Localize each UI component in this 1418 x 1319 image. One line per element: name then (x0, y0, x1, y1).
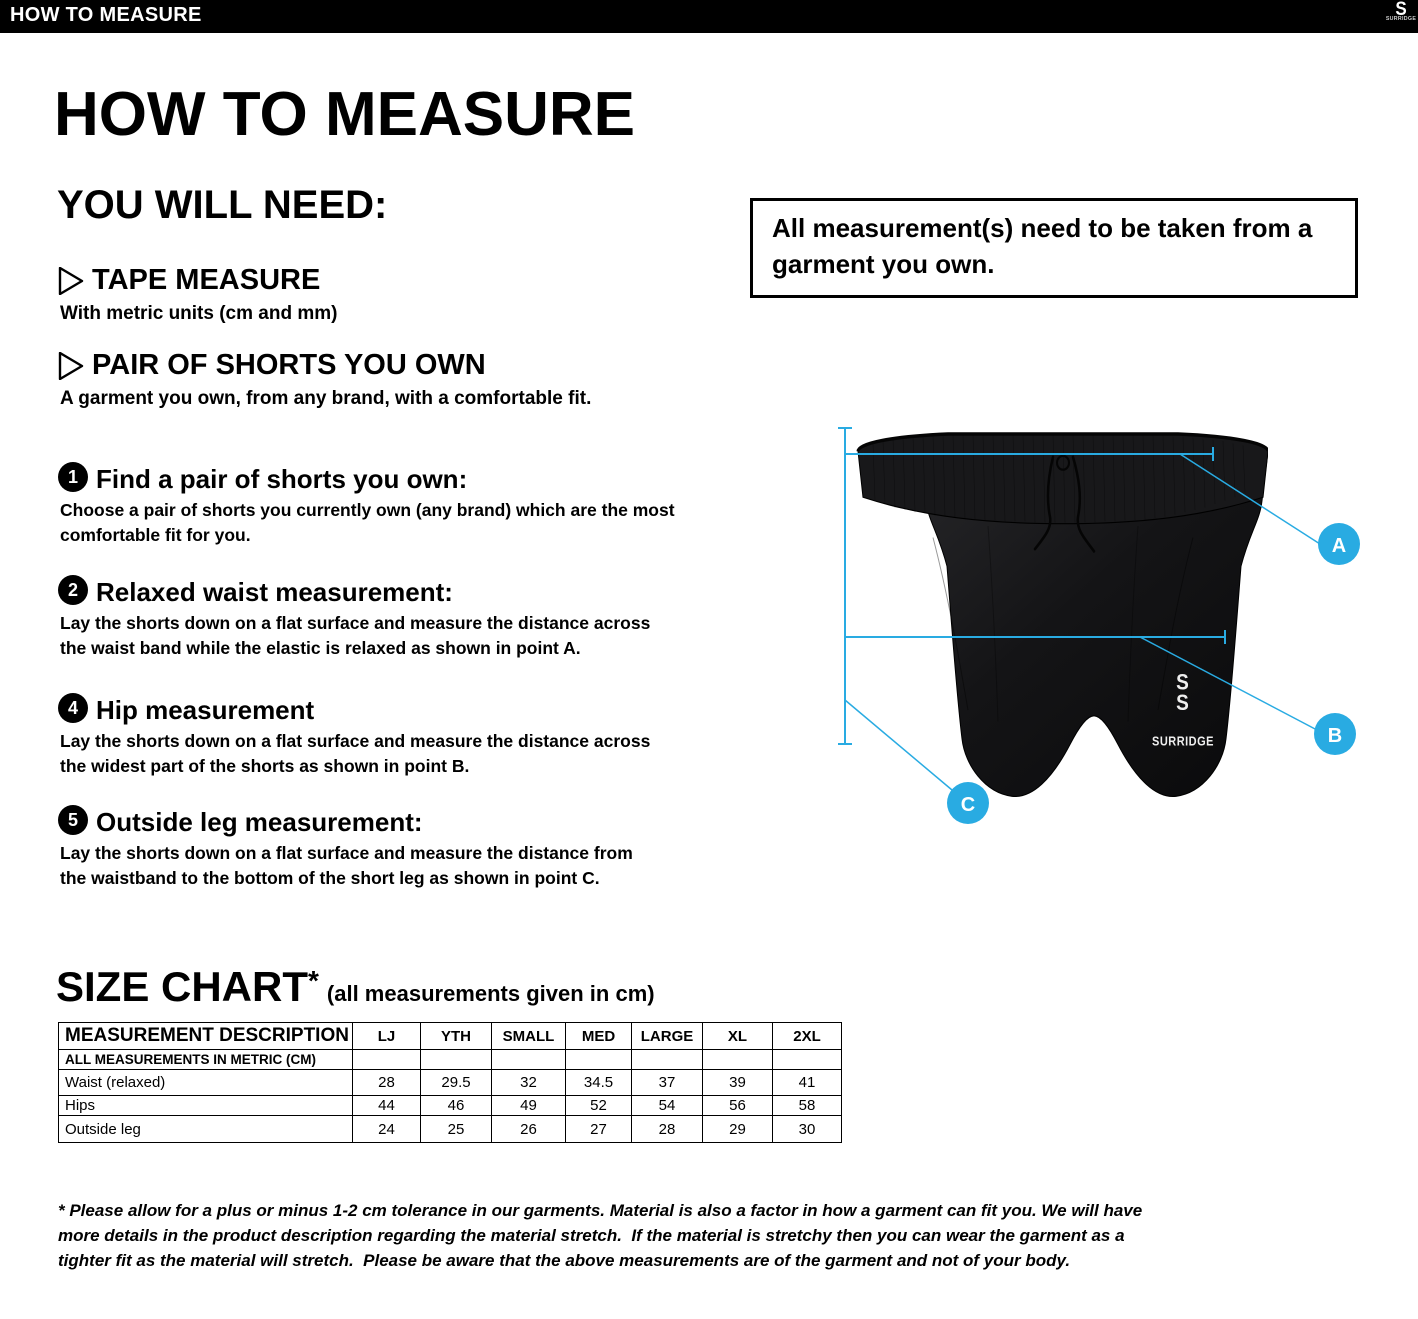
svg-text:A: A (1332, 535, 1346, 557)
svg-text:B: B (1328, 725, 1342, 747)
svg-text:C: C (961, 794, 975, 816)
